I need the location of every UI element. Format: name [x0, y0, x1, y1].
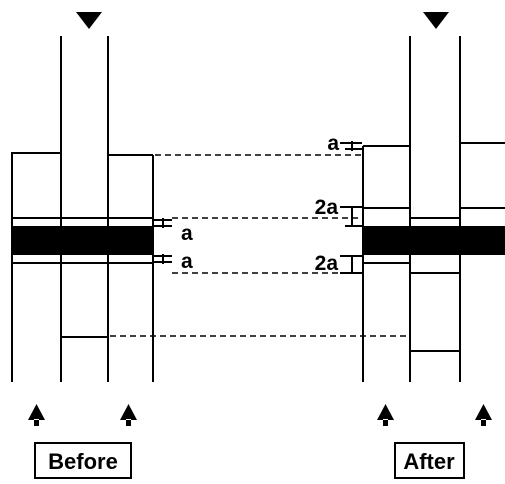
after-dim-top-label: a	[327, 132, 339, 155]
after-arrow-up-right	[475, 404, 492, 426]
before-dim-bottom-label: a	[181, 250, 193, 273]
after-panel: After	[362, 12, 505, 479]
after-caption-box	[394, 442, 465, 479]
before-dimensions: a a	[154, 218, 193, 273]
before-black-bar	[12, 226, 154, 255]
before-arrow-up-right	[120, 404, 137, 426]
before-dim-top-label: a	[181, 222, 193, 245]
before-panel: Before	[11, 12, 154, 479]
after-arrow-up-left	[377, 404, 394, 426]
after-caption: After	[403, 449, 455, 474]
after-dimensions: a 2a 2a	[315, 132, 362, 275]
before-caption-box	[34, 442, 132, 479]
after-black-bar	[363, 226, 505, 255]
before-load-arrow-top	[76, 12, 102, 29]
after-dim-upper-label: 2a	[315, 196, 339, 219]
before-arrow-up-left	[28, 404, 45, 426]
after-dim-lower-label: 2a	[315, 252, 339, 275]
before-caption: Before	[48, 449, 118, 474]
after-load-arrow-top	[423, 12, 449, 29]
dashed-connectors	[110, 154, 408, 337]
